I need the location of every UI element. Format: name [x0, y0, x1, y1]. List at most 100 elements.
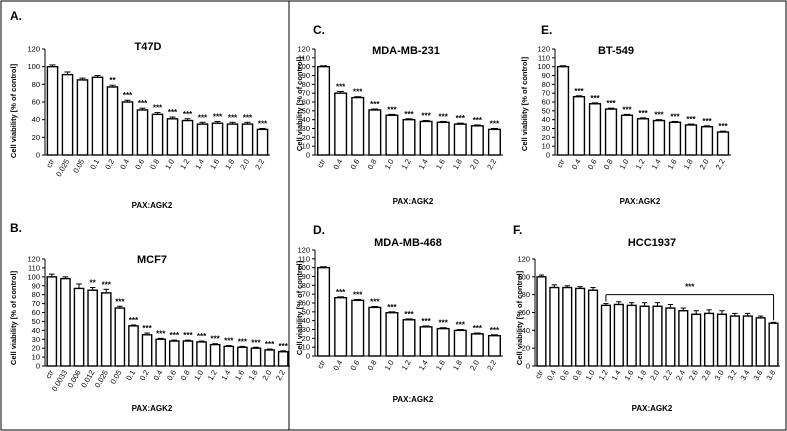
y-axis-label: Cell viability [% of control] — [295, 260, 304, 355]
significance-marker: *** — [168, 108, 178, 117]
significance-marker: *** — [387, 105, 397, 114]
x-tick-label: 0.4 — [151, 369, 164, 383]
x-tick-label: 1.2 — [206, 369, 219, 383]
significance-marker: *** — [456, 114, 466, 123]
x-tick-label: 3.2 — [726, 369, 739, 383]
bar — [385, 114, 399, 156]
x-tick-label: 2.2 — [714, 158, 727, 172]
bar — [128, 325, 139, 367]
y-tick-label: 0 — [306, 151, 310, 160]
y-tick-label: 20 — [522, 344, 530, 353]
x-tick-label: 2.2 — [253, 158, 266, 172]
chart-panel-d: D. MDA-MB-468 Cell viability [% of contr… — [295, 223, 503, 404]
x-tick-label: 1.4 — [193, 158, 206, 172]
x-tick-label: 0.6 — [558, 369, 571, 383]
x-tick-label: 1.0 — [163, 158, 176, 172]
bar — [556, 65, 570, 156]
bar — [334, 297, 348, 357]
significance-marker: *** — [238, 337, 248, 346]
significance-marker: *** — [115, 297, 125, 306]
x-tick-label: 0.8 — [179, 369, 192, 383]
bar — [470, 125, 484, 156]
bar — [700, 126, 714, 156]
x-tick-label: ctr — [315, 358, 327, 370]
bar — [549, 286, 560, 367]
y-tick-label: 120 — [27, 45, 40, 54]
significance-marker: *** — [421, 112, 431, 121]
y-tick-label: 0 — [36, 362, 40, 371]
bar — [73, 287, 85, 367]
bar — [237, 346, 248, 367]
x-tick-label: 2.0 — [648, 369, 661, 383]
x-tick-label: 0.2 — [138, 369, 151, 383]
bar — [368, 109, 382, 156]
bar — [351, 96, 365, 156]
bar — [402, 118, 416, 156]
y-tick-label: 0 — [546, 151, 550, 160]
bar — [716, 313, 728, 367]
significance-marker: *** — [670, 112, 680, 121]
y-tick-label: 20 — [542, 133, 550, 142]
x-tick-label: 0.8 — [148, 158, 161, 172]
bar — [46, 276, 58, 367]
x-tick-label: 1.2 — [597, 369, 610, 383]
y-tick-label: 100 — [297, 263, 310, 272]
significance-marker: *** — [387, 303, 397, 312]
bar — [196, 123, 209, 156]
bar — [600, 304, 612, 367]
significance-marker: *** — [198, 113, 208, 122]
chart-title: MCF7 — [137, 254, 167, 266]
bar — [419, 120, 433, 156]
x-tick-label: 1.4 — [610, 369, 623, 383]
y-tick-label: 40 — [302, 115, 310, 124]
bar — [572, 95, 586, 156]
bar — [226, 123, 239, 156]
x-tick-label: 2.8 — [700, 369, 713, 383]
bar — [668, 121, 682, 156]
significance-marker: *** — [606, 99, 616, 108]
x-tick-label: 2.0 — [698, 158, 711, 172]
x-axis-label: PAX:AGK2 — [132, 404, 173, 413]
y-tick-label: 50 — [302, 307, 310, 316]
y-tick-label: 50 — [542, 106, 550, 115]
significance-marker: *** — [439, 112, 449, 121]
y-tick-label: 60 — [302, 299, 310, 308]
y-tick-label: 20 — [302, 133, 310, 142]
x-tick-label: 1.6 — [233, 369, 246, 383]
bar — [684, 124, 698, 156]
y-tick-label: 100 — [537, 62, 550, 71]
significance-marker: ** — [109, 76, 116, 85]
x-tick-label: 2.2 — [485, 158, 498, 172]
x-tick-label: 1.8 — [451, 158, 464, 172]
y-tick-label: 70 — [542, 89, 550, 98]
x-tick-label: 1.6 — [622, 369, 635, 383]
bar — [196, 341, 207, 367]
bar — [168, 340, 180, 367]
y-tick-label: 20 — [32, 133, 40, 142]
bar — [604, 108, 618, 156]
bar — [703, 312, 715, 367]
bar — [211, 122, 224, 156]
y-tick-label: 120 — [297, 246, 310, 255]
y-tick-label: 60 — [522, 308, 530, 317]
significance-marker: *** — [251, 338, 261, 347]
y-tick-label: 30 — [302, 124, 310, 133]
y-axis-label: Cell viability [% of control] — [515, 270, 524, 365]
y-tick-label: 60 — [32, 98, 40, 107]
x-tick-label: ctr — [44, 157, 56, 169]
bar — [652, 119, 666, 156]
significance-marker: *** — [439, 319, 449, 328]
bar — [613, 303, 624, 367]
y-tick-label: 120 — [537, 45, 550, 54]
x-tick-label: ctr — [555, 157, 567, 169]
bar — [151, 113, 164, 156]
y-tick-label: 0 — [36, 151, 40, 160]
significance-marker: *** — [456, 321, 466, 330]
x-tick-label: 1.4 — [650, 158, 663, 172]
x-tick-label: 1.0 — [192, 369, 205, 383]
x-tick-label: 0.8 — [366, 359, 379, 373]
bar — [652, 305, 663, 367]
y-tick-label: 0 — [306, 352, 310, 361]
significance-marker: *** — [421, 317, 431, 326]
significance-marker: *** — [197, 332, 207, 341]
